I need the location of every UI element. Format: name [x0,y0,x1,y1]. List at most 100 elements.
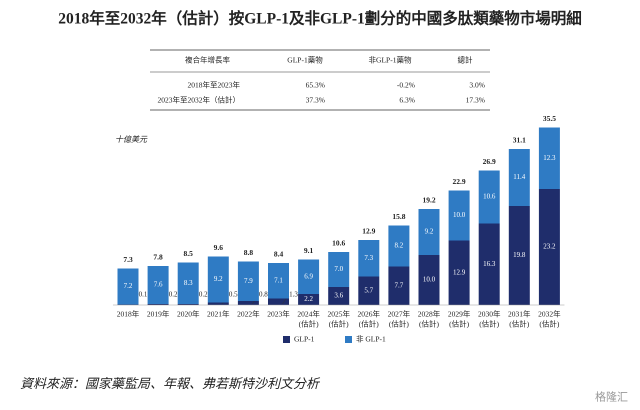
bar-segment [448,240,470,305]
value-label: 6.9 [304,272,313,280]
value-label: 8.2 [395,242,404,250]
total-label: 9.1 [304,246,314,255]
value-label: 0.2 [169,291,178,299]
bar-segment [237,261,259,301]
bar-segment [508,206,530,305]
value-label: 3.6 [334,292,343,300]
total-label: 26.9 [483,157,496,166]
bar-segment [538,189,560,305]
x-tick-label: 2024年 [297,309,320,319]
bar-segment [478,170,500,224]
table-cell: 65.3% [306,81,325,90]
x-tick-label: 2027年 [388,309,411,319]
value-label: 8.3 [184,279,193,287]
x-tick-label: (估計) [299,319,319,329]
legend-label: GLP-1 [294,335,315,344]
value-label: 11.4 [513,173,525,181]
value-label: 10.0 [453,211,466,219]
x-tick-label: 2026年 [358,309,381,319]
x-tick-label: 2022年 [237,309,260,319]
bar-segment [358,240,380,277]
bar-segment [388,225,410,267]
total-label: 19.2 [422,196,435,205]
value-label: 9.2 [214,275,223,283]
x-tick-label: 2030年 [478,309,501,319]
bar-segment [207,256,229,303]
table-cell: 2018年至2023年 [188,80,241,90]
value-label: 7.9 [244,277,253,285]
total-label: 9.6 [214,243,224,252]
x-tick-label: 2023年 [267,309,290,319]
bar-segment [328,252,350,287]
value-label: 12.3 [543,154,556,162]
bar-segment [298,259,320,294]
total-label: 35.5 [543,114,556,123]
x-tick-label: (估計) [509,319,529,329]
value-label: 7.2 [124,282,133,290]
value-label: 10.0 [423,276,436,284]
bar-segment [448,190,470,241]
x-tick-label: (估計) [389,319,409,329]
value-label: 19.8 [513,251,526,259]
bar-segment [237,301,259,305]
total-label: 8.8 [244,248,254,257]
x-tick-label: 2028年 [418,309,441,319]
x-tick-label: 2031年 [508,309,531,319]
value-label: 7.6 [154,281,163,289]
total-label: 15.8 [392,212,405,221]
bar-segment [147,304,169,305]
table-header: GLP-1藥物 [287,55,323,65]
value-label: 0.2 [199,291,208,299]
total-label: 8.4 [274,250,284,259]
x-tick-label: (估計) [539,319,559,329]
x-tick-label: (估計) [359,319,379,329]
bar-segment [538,127,560,189]
value-label: 16.3 [483,260,496,268]
bar-segment [508,149,530,206]
value-label: 1.3 [289,291,298,299]
legend-label: 非 GLP-1 [356,334,386,344]
source: 資料來源：國家藥監局、年報、弗若斯特沙利文分析 [20,376,321,391]
value-label: 7.1 [274,276,283,284]
value-label: 0.1 [139,291,148,299]
bar-segment [418,255,440,305]
bar-segment [358,276,380,305]
x-tick-label: (估計) [329,319,349,329]
table-cell: 3.0% [469,81,485,90]
table-cell: -0.2% [397,81,415,90]
total-label: 8.5 [184,249,194,258]
x-tick-label: 2020年 [177,309,200,319]
table-cell: 17.3% [466,96,485,105]
value-label: 5.7 [364,286,373,294]
legend-swatch [283,336,290,343]
x-tick-label: (估計) [449,319,469,329]
value-label: 0.8 [259,291,268,299]
bar-segment [268,298,289,305]
value-label: 12.9 [453,268,466,276]
bar-segment [117,268,139,305]
bar-segment [328,287,350,305]
total-label: 10.6 [332,239,345,248]
value-label: 0.5 [229,291,238,299]
watermark: 格隆汇 [595,390,628,404]
bar-segment [268,263,289,299]
total-label: 7.3 [123,255,133,264]
bar-segment [298,294,320,305]
value-label: 7.0 [334,265,343,273]
value-label: 2.2 [304,295,313,303]
value-label: 7.3 [364,254,373,262]
bar-segment [147,266,169,304]
table-header: 總計 [458,55,473,65]
table-cell: 2023年至2032年（估計） [158,95,241,105]
value-label: 9.2 [425,228,434,236]
x-tick-label: 2032年 [538,309,561,319]
bar-segment [177,304,199,305]
x-tick-label: (估計) [419,319,439,329]
x-tick-label: 2018年 [117,309,140,319]
total-label: 12.9 [362,227,375,236]
legend-swatch [345,336,352,343]
chart-title: 2018年至2032年（估計）按GLP-1及非GLP-1劃分的中國多肽類藥物市場… [58,9,582,28]
x-tick-label: 2019年 [147,309,170,319]
x-tick-label: (估計) [479,319,499,329]
